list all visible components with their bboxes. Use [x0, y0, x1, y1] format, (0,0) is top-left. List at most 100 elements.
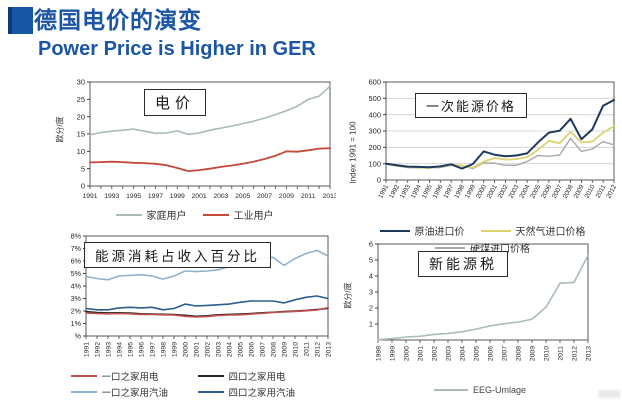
- y-tick-label: 100: [368, 159, 381, 168]
- x-tick-label: 2009: [279, 193, 294, 200]
- x-tick-label: 1999: [172, 342, 179, 357]
- y-tick-label: 20: [77, 112, 85, 121]
- chart-box-title: 新能源税: [418, 251, 508, 277]
- legend-label: 硬煤进口价格: [470, 244, 530, 255]
- x-tick-label: 1996: [139, 342, 146, 357]
- legend-item: 四口之家用电: [197, 369, 319, 383]
- chart-box-title: 一次能源价格: [415, 93, 528, 118]
- x-tick-label: 1999: [390, 346, 397, 361]
- x-tick-label: 1993: [106, 342, 113, 357]
- legend: 原油进口价 天然气进口价格硬煤进口价格: [343, 223, 622, 255]
- chart-box-title: 电价: [144, 89, 207, 116]
- legend-item: 一口之家用汽油: [70, 385, 192, 399]
- x-tick-label: 1998: [376, 346, 383, 361]
- legend-swatch: [435, 246, 465, 249]
- primary-energy-prices-plot: 0100200300400500600199119921993199419951…: [368, 78, 618, 200]
- y-tick-label: 1%: [71, 319, 82, 328]
- energy-share-of-income-plot: % 1% 2% 3% 4% 5% 6% 7% 8% 1991 1992 1993 1994 1995 199…: [71, 232, 333, 358]
- series-line: [85, 307, 329, 318]
- x-tick-label: 2001: [192, 193, 207, 200]
- x-tick-label: 2003: [213, 193, 228, 200]
- y-tick-label: 7%: [71, 244, 82, 253]
- y-tick-label: 6%: [71, 257, 82, 266]
- chart-box-title: 能源消耗占收入百分比: [84, 242, 271, 268]
- x-tick-label: 2012: [315, 342, 322, 357]
- x-tick-label: 2012: [572, 346, 579, 361]
- x-tick-label: 2007: [257, 193, 272, 200]
- legend-item: 四口之家用汽油: [197, 385, 319, 399]
- x-tick-label: 2009: [530, 346, 537, 361]
- plot-area: % 1% 2% 3% 4% 5% 6% 7% 8% 1991 1992 1993 1994 1995 199…: [60, 230, 336, 385]
- legend-label: 原油进口价: [414, 227, 465, 238]
- legend-label: 四口之家用电: [228, 372, 286, 383]
- x-tick-label: 2008: [271, 342, 278, 357]
- x-tick-label: 2006: [488, 346, 495, 361]
- x-tick-label: 2001: [194, 342, 201, 357]
- plot-area: 1 2 3 4 5 6 1998 1999 2000 2001 2002 2003 2004 2005 20…: [352, 238, 614, 385]
- legend-item: 家庭用户: [115, 207, 187, 222]
- page-title: 德国电价的演变: [34, 7, 202, 33]
- series-line: [85, 306, 329, 318]
- x-tick-label: 2005: [474, 346, 481, 361]
- legend-label: 天然气进口价格: [515, 227, 586, 238]
- page-subtitle: Power Price is Higher in GER: [38, 38, 316, 60]
- y-tick-label: 8%: [71, 232, 82, 241]
- legend-swatch: [379, 229, 410, 232]
- chart-renewable-energy-tax: 欧分/度 新能源税 1 2 3 4 5 6 1998 1999 2000 2001 2002 2003…: [338, 238, 622, 404]
- x-tick-label: 2013: [586, 346, 593, 361]
- plot-area: 0 100 200 300 400 500 600 1991 1992 1993 1994 1995 1…: [352, 76, 622, 227]
- x-tick-label: 1991: [82, 193, 97, 200]
- x-tick-label: 2006: [249, 342, 256, 357]
- series-line: [89, 85, 331, 136]
- x-tick-label: 1997: [148, 193, 163, 200]
- y-tick-label: 5%: [71, 269, 82, 278]
- x-tick-label: 2005: [235, 193, 250, 200]
- x-tick-label: 2005: [238, 342, 245, 357]
- x-tick-label: 2011: [558, 346, 565, 361]
- x-tick-label: 2009: [282, 342, 289, 357]
- x-tick-label: 1998: [161, 342, 168, 357]
- y-tick-label: 15: [77, 130, 85, 139]
- legend-swatch: [70, 391, 97, 393]
- legend-swatch: [197, 375, 224, 377]
- y-tick-label: 500: [368, 94, 381, 103]
- x-tick-label: 2013: [322, 193, 336, 200]
- y-tick-label: 30: [77, 78, 85, 87]
- y-tick-label: 25: [77, 95, 85, 104]
- y-tick-label: 200: [368, 143, 381, 152]
- plot-area: 0 5 10 15 20 25 30 1991 1993 1995 1997 1999 2001 2003…: [64, 76, 338, 209]
- x-tick-label: 2008: [516, 346, 523, 361]
- x-tick-label: 2011: [304, 342, 311, 357]
- y-tick-label: 4%: [71, 282, 82, 291]
- x-tick-label: 2003: [216, 342, 223, 357]
- legend-swatch: [115, 213, 142, 216]
- x-tick-label: 2010: [293, 342, 300, 357]
- x-tick-label: 1995: [128, 342, 135, 357]
- series-line: [89, 147, 331, 172]
- x-tick-label: 2000: [183, 342, 190, 357]
- y-tick-label: 3%: [71, 294, 82, 303]
- x-tick-label: 1993: [104, 193, 119, 200]
- y-tick-label: %: [75, 332, 82, 341]
- legend-item: 原油进口价: [379, 223, 465, 238]
- y-tick-label: 400: [368, 110, 381, 119]
- x-tick-label: 2004: [460, 346, 467, 361]
- legend-item: 天然气进口价格: [480, 223, 586, 238]
- x-tick-label: 2004: [227, 342, 234, 357]
- y-tick-label: 2%: [71, 307, 82, 316]
- y-tick-label: 600: [368, 78, 381, 87]
- x-tick-label: 1995: [126, 193, 141, 200]
- title-bullet-icon: [8, 7, 33, 34]
- x-tick-label: 1991: [84, 342, 91, 357]
- y-tick-label: 2: [369, 304, 373, 313]
- series-line: [85, 295, 329, 311]
- y-tick-label: 5: [369, 256, 373, 265]
- renewable-energy-tax-plot: 1 2 3 4 5 6 1998 1999 2000 2001 2002 2003 2004 2005 20…: [369, 240, 593, 362]
- legend-swatch: [70, 375, 97, 377]
- legend: 一口之家用电 四口之家用电 一口之家用汽油 四口之家用汽油: [69, 369, 321, 399]
- x-tick-label: 2007: [260, 342, 267, 357]
- legend: EEG-Umlage: [338, 385, 622, 395]
- x-tick-label: 2010: [544, 346, 551, 361]
- series-line: [385, 99, 615, 170]
